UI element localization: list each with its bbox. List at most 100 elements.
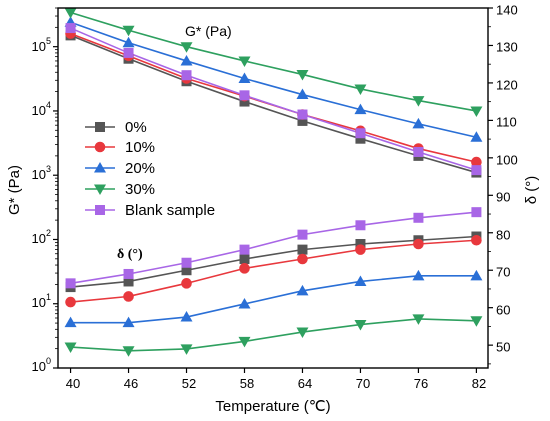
left-tick-label: 105 — [32, 36, 51, 54]
data-point-g-star — [471, 165, 482, 176]
data-point-delta — [65, 296, 76, 308]
x-tick-label: 76 — [414, 376, 428, 391]
legend-item: Blank sample — [85, 202, 215, 219]
series-line-delta — [70, 235, 477, 288]
left-axis-title: G* (Pa) — [6, 165, 23, 215]
legend-label: Blank sample — [125, 202, 215, 219]
x-tick-labels: 40 46 52 58 64 70 76 82 — [66, 376, 486, 391]
legend-marker — [94, 162, 106, 173]
data-point-delta — [297, 229, 308, 240]
legend-marker-shape — [94, 184, 106, 195]
right-tick-label: 120 — [496, 77, 518, 92]
plot-frame — [57, 7, 489, 369]
x-tick-label: 70 — [356, 376, 370, 391]
data-point-g-star — [65, 23, 76, 34]
legend-marker-shape — [95, 205, 105, 215]
right-axis-title: δ (°) — [523, 176, 540, 205]
data-point-g-star — [470, 131, 483, 142]
right-tick-label: 60 — [496, 302, 510, 317]
legend-marker — [94, 184, 106, 195]
left-tick-label: 102 — [32, 228, 51, 246]
data-point-delta — [239, 263, 250, 274]
data-point-delta — [296, 327, 309, 339]
data-point-delta — [65, 278, 76, 289]
right-tick-label: 50 — [496, 339, 510, 354]
legend-marker-shape — [95, 122, 105, 132]
data-point-g-star — [64, 8, 77, 19]
right-tick-labels: 50 60 70 80 90 100 110 120 130 140 — [496, 2, 518, 354]
data-point-g-star — [296, 88, 309, 100]
x-tick-label: 58 — [240, 376, 254, 391]
legend-label: 0% — [125, 119, 147, 136]
data-point-g-star — [181, 70, 192, 81]
data-point-delta — [180, 311, 193, 322]
legend-marker-shape — [94, 162, 106, 173]
series-line-g-star — [70, 11, 477, 112]
data-point-g-star — [413, 146, 424, 157]
data-point-delta — [354, 275, 367, 286]
legend-marker — [95, 205, 105, 215]
series-line-delta — [70, 239, 477, 303]
g-star-annotation: G* (Pa) — [185, 23, 232, 39]
data-point-delta — [123, 291, 134, 302]
x-tick-label: 46 — [124, 376, 138, 391]
data-point-delta — [296, 284, 309, 296]
data-point-delta — [238, 336, 251, 348]
x-tick-label: 64 — [298, 376, 312, 391]
legend-label: 30% — [125, 181, 155, 198]
data-point-g-star — [297, 115, 308, 126]
legend-item: 10% — [85, 139, 155, 156]
data-point-g-star — [354, 103, 367, 115]
data-point-g-star — [296, 69, 309, 81]
data-point-delta — [181, 265, 192, 276]
series-line-g-star — [70, 27, 477, 171]
data-point-g-star — [238, 72, 251, 83]
data-point-delta — [470, 316, 483, 327]
data-point-delta — [180, 344, 193, 355]
data-point-g-star — [471, 156, 482, 168]
data-point-delta — [64, 316, 77, 328]
data-point-delta — [470, 269, 483, 281]
data-point-g-star — [412, 96, 425, 107]
data-point-g-star — [355, 133, 366, 144]
data-point-delta — [238, 297, 251, 309]
delta-annotation: δ (°) — [117, 247, 143, 262]
legend-marker — [95, 122, 105, 132]
series-line-g-star — [70, 21, 477, 139]
right-tick-label: 100 — [496, 152, 518, 167]
left-tick-label: 104 — [32, 100, 51, 118]
data-point-delta — [355, 239, 366, 250]
tick-layer — [53, 7, 493, 373]
legend-label: 10% — [125, 139, 155, 156]
data-point-g-star — [122, 36, 135, 48]
x-axis-title: Temperature (℃) — [215, 398, 330, 415]
data-point-delta — [412, 269, 425, 281]
right-tick-label: 110 — [496, 114, 517, 129]
legend: 0% 10% 20% 30% Blank sample — [85, 119, 215, 219]
x-tick-label: 82 — [472, 376, 486, 391]
data-point-g-star — [412, 117, 425, 129]
data-point-g-star — [180, 42, 193, 53]
series-layer — [64, 8, 483, 357]
data-point-delta — [64, 342, 77, 354]
data-point-delta — [412, 314, 425, 325]
data-point-delta — [471, 207, 482, 218]
data-point-g-star — [239, 90, 250, 101]
data-point-delta — [471, 234, 482, 246]
data-point-delta — [297, 253, 308, 265]
series-line-delta — [70, 318, 477, 352]
left-tick-label: 100 — [32, 356, 51, 374]
legend-label: 20% — [125, 160, 155, 177]
data-point-delta — [355, 244, 366, 255]
data-point-delta — [239, 253, 250, 264]
right-tick-label: 70 — [496, 264, 510, 279]
legend-item: 20% — [85, 160, 155, 177]
data-point-delta — [239, 244, 250, 255]
data-point-delta — [122, 346, 135, 357]
data-point-delta — [354, 320, 367, 331]
legend-item: 0% — [85, 119, 147, 136]
data-point-g-star — [239, 96, 250, 107]
data-point-g-star — [354, 84, 367, 95]
